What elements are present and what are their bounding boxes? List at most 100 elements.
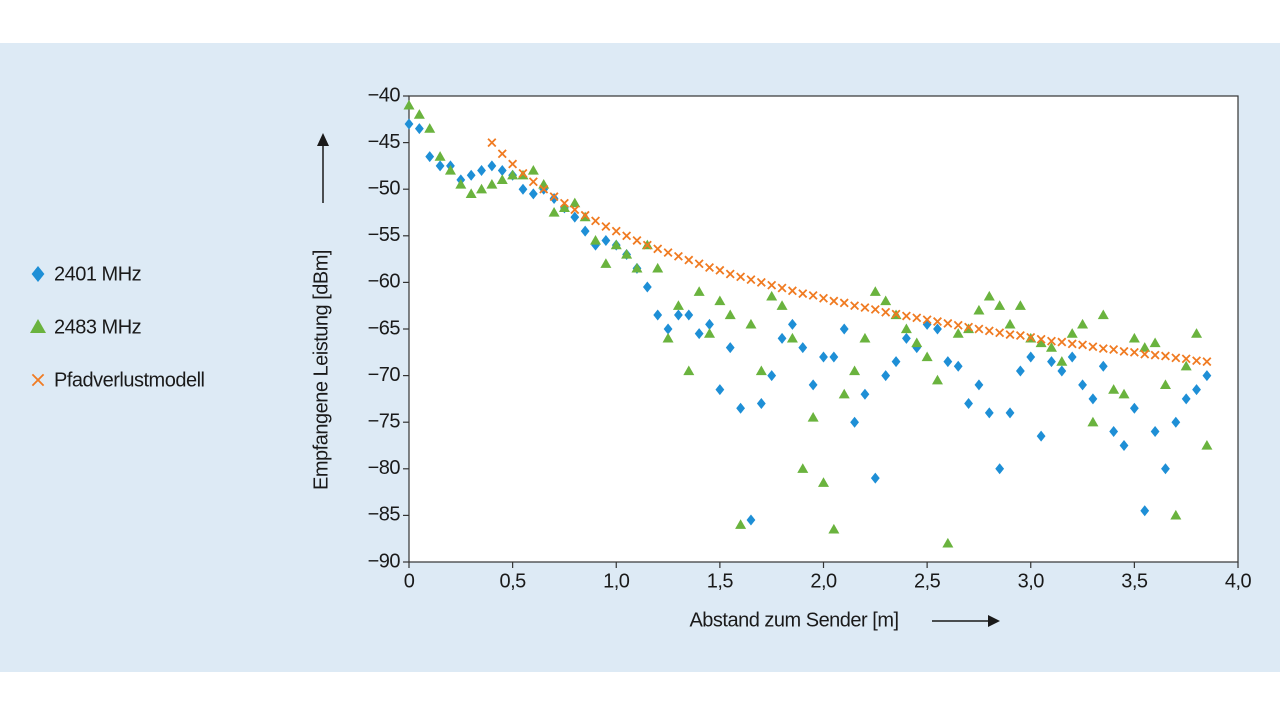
data-point (611, 226, 621, 236)
data-point (622, 231, 632, 241)
data-point (1035, 337, 1047, 348)
data-point (663, 248, 673, 258)
data-point (518, 183, 528, 195)
data-point (1150, 426, 1160, 438)
data-point (798, 342, 808, 354)
x-tick-label: 0,5 (499, 570, 526, 592)
data-point (601, 221, 611, 231)
data-point (444, 165, 456, 175)
data-point (756, 277, 766, 287)
data-point (1036, 334, 1046, 344)
legend-marker (31, 266, 45, 282)
data-point (705, 318, 714, 330)
data-point (953, 360, 963, 372)
data-point (1045, 342, 1057, 352)
data-point (694, 259, 704, 269)
data-point (1149, 337, 1161, 348)
data-point (1192, 384, 1201, 396)
data-point (735, 519, 747, 529)
data-point (755, 365, 767, 376)
data-point (1159, 379, 1171, 390)
data-point (1057, 337, 1067, 347)
data-point (487, 138, 497, 148)
data-point (756, 398, 766, 410)
data-point (642, 281, 652, 293)
x-tick-label: 0 (404, 570, 415, 592)
data-point (797, 463, 809, 473)
data-point (724, 309, 736, 320)
data-point (984, 326, 994, 336)
data-point (539, 184, 549, 194)
data-point (870, 472, 880, 484)
data-point (1078, 379, 1087, 391)
data-point (725, 342, 735, 354)
data-point (673, 251, 683, 261)
data-point (559, 198, 569, 208)
data-point (776, 300, 788, 310)
data-point (1171, 353, 1181, 363)
data-point (1181, 393, 1191, 405)
data-point (943, 318, 953, 328)
data-point (839, 323, 849, 335)
data-point (403, 99, 415, 110)
data-point (600, 258, 612, 268)
data-point (880, 295, 892, 306)
legend-marker (30, 319, 46, 333)
data-point (632, 235, 642, 245)
data-point (943, 356, 953, 368)
data-point (1004, 318, 1016, 329)
data-point (693, 286, 705, 296)
data-point (745, 318, 757, 329)
data-point (1180, 360, 1192, 371)
data-point (725, 269, 735, 279)
data-point (1191, 328, 1203, 338)
data-point (828, 523, 840, 534)
data-point (1088, 342, 1098, 352)
data-point (1066, 328, 1078, 338)
data-point (788, 318, 797, 330)
data-point (1129, 347, 1139, 357)
data-point (1005, 330, 1015, 340)
data-point (1108, 384, 1120, 394)
data-point (1202, 370, 1212, 382)
arrow-head (988, 615, 1000, 627)
data-point (1015, 331, 1025, 341)
y-axis-label: Empfangene Leistung [dBm] (310, 250, 332, 490)
data-point (819, 293, 828, 303)
data-point (860, 388, 870, 400)
data-point (777, 283, 787, 293)
data-point (631, 262, 643, 273)
data-point (1150, 350, 1160, 360)
data-point (1088, 393, 1098, 405)
data-point (642, 240, 652, 250)
data-point (580, 225, 590, 237)
x-axis-label: Abstand zum Sender [m] (689, 609, 898, 631)
data-point (798, 289, 808, 299)
arrow-head (317, 133, 329, 146)
y-tick-label: −50 (368, 177, 401, 199)
y-tick-label: −60 (368, 271, 401, 293)
data-point (767, 280, 777, 290)
y-tick-label: −45 (368, 131, 401, 153)
data-point (984, 407, 994, 419)
data-point (952, 328, 964, 338)
data-point (425, 151, 435, 163)
data-point (1015, 365, 1025, 377)
data-point (746, 514, 756, 526)
x-tick-label: 4,0 (1225, 570, 1252, 592)
data-point (1160, 351, 1170, 361)
data-point (601, 234, 611, 246)
data-point (881, 307, 891, 317)
data-point (838, 388, 850, 399)
data-point (891, 356, 901, 368)
data-point (1128, 332, 1140, 343)
data-point (881, 370, 891, 382)
data-point (1119, 440, 1129, 451)
data-point (1109, 345, 1119, 354)
data-point (933, 317, 942, 327)
data-point (859, 332, 871, 343)
data-point (590, 234, 602, 245)
data-point (767, 370, 777, 382)
data-point (621, 248, 633, 259)
